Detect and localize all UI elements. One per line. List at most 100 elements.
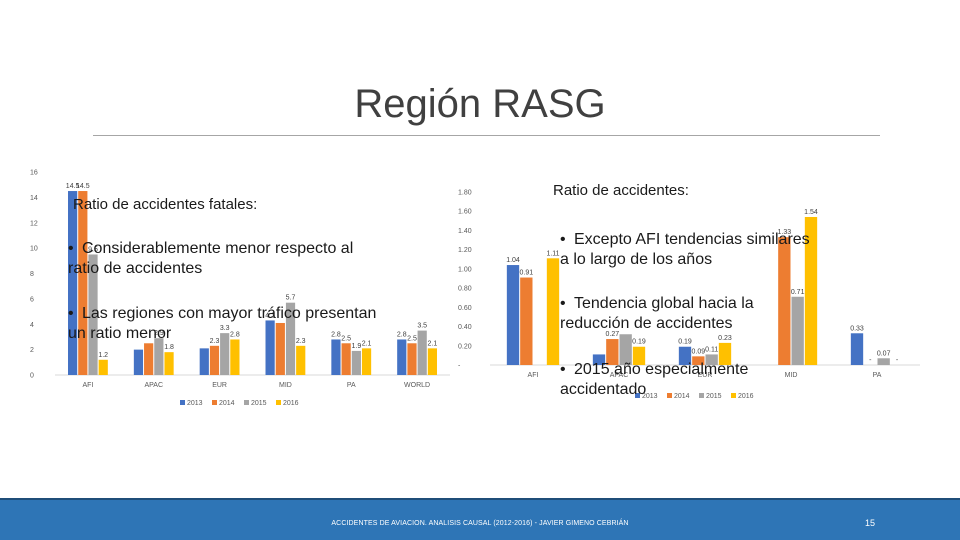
bar-afi-2014: [78, 191, 88, 375]
right-bullet-2: • Tendencia global hacia la reducción de …: [560, 294, 770, 334]
data-label: 3.3: [220, 325, 230, 332]
bar-apac-2016: [632, 346, 646, 365]
legend-label-2016: 2016: [283, 400, 299, 407]
data-label: 14.5: [66, 183, 80, 190]
legend-swatch-2014: [212, 400, 217, 405]
y-tick-label: 0.60: [458, 305, 472, 312]
title-divider: [93, 135, 880, 136]
data-label: 14.5: [76, 183, 90, 190]
y-tick-label: 16: [30, 170, 38, 177]
data-label: -: [896, 357, 899, 364]
x-tick-label: MID: [785, 372, 798, 379]
bar-eur-2015: [220, 333, 230, 375]
y-tick-label: 1.60: [458, 209, 472, 216]
bar-eur-2014: [692, 356, 705, 365]
bar-afi-2013: [68, 191, 78, 375]
data-label: 3.5: [417, 323, 427, 330]
bar-mid-2013: [265, 320, 275, 375]
bar-afi-2016: [546, 258, 560, 365]
x-tick-label: EUR: [698, 372, 713, 379]
bar-apac-2016: [164, 352, 174, 375]
data-label: 1.2: [98, 352, 108, 359]
legend-label-2016: 2016: [738, 393, 754, 400]
bar-afi-2013: [506, 265, 520, 365]
footer-divider: [0, 498, 960, 500]
data-label: 4.3: [265, 312, 275, 319]
bar-eur-2016: [230, 339, 240, 375]
footer-text: ACCIDENTES DE AVIACION. ANALISIS CAUSAL …: [331, 520, 629, 527]
bar-world-2013: [397, 339, 407, 375]
data-label: -: [869, 357, 872, 364]
right-bullet-1-text: Excepto AFI tendencias similares a lo la…: [560, 231, 810, 268]
y-tick-label: 10: [30, 246, 38, 253]
data-label: 0.33: [850, 325, 864, 332]
bar-world-2016: [427, 348, 437, 375]
y-tick-label: -: [458, 363, 461, 370]
y-tick-label: 0: [30, 373, 34, 380]
data-label: 2.8: [230, 331, 240, 338]
x-tick-label: APAC: [610, 372, 629, 379]
bullet-dot: •: [68, 240, 74, 257]
data-label: 2.3: [210, 338, 220, 345]
data-label: 1.11: [546, 250, 559, 257]
x-tick-label: PA: [873, 372, 882, 379]
left-bullet-2-text: Las regiones con mayor tráfico presentan…: [68, 305, 377, 342]
data-label: 0.09: [692, 348, 706, 355]
bar-mid-2016: [296, 345, 306, 375]
bar-apac-2014: [606, 339, 619, 365]
bar-apac-2013: [592, 354, 606, 365]
bar-pa-2015: [351, 350, 361, 375]
footer-bar: [0, 498, 960, 540]
y-tick-label: 6: [30, 296, 34, 303]
x-tick-label: EUR: [212, 382, 227, 389]
bullet-dot: •: [560, 361, 566, 378]
fatal-accident-ratio-chart: 0 2 4 6 8 10 12 14 16 14.514.5 9.5 1.2 AFI 2.91.8 APAC…: [30, 170, 450, 407]
data-label: 2.8: [331, 331, 341, 338]
data-label: 1.8: [164, 344, 174, 351]
y-tick-label: 1.80: [458, 190, 472, 197]
legend-label-2013: 2013: [642, 393, 658, 400]
y-tick-label: 1.20: [458, 247, 472, 254]
data-label: 2.9: [154, 330, 164, 337]
legend-label-2013: 2013: [187, 400, 203, 407]
x-tick-label: APAC: [144, 382, 163, 389]
bullet-dot: •: [560, 295, 566, 312]
bar-eur-2013: [199, 348, 209, 375]
bar-pa-2014: [341, 343, 351, 375]
y-tick-label: 8: [30, 271, 34, 278]
right-panel-heading: Ratio de accidentes:: [553, 182, 689, 199]
accident-ratio-chart: - 0.20 0.40 0.60 0.80 1.00 1.20 1.40 1.60 1.80 1.0…: [458, 190, 920, 400]
y-tick-label: 14: [30, 195, 38, 202]
legend-label-2015: 2015: [251, 400, 267, 407]
right-bullet-1: • Excepto AFI tendencias similares a lo l…: [560, 230, 815, 270]
bar-eur-2014: [209, 345, 220, 375]
bar-mid-2015: [285, 302, 296, 375]
x-tick-label: AFI: [528, 372, 539, 379]
left-bullet-1-text: Considerablemente menor respecto al rati…: [68, 240, 354, 277]
right-bullet-3: • 2015 año especialmente accidentado: [560, 360, 765, 400]
legend-swatch-2015: [244, 400, 249, 405]
legend-swatch-2014: [667, 393, 672, 398]
data-label: 2.5: [341, 335, 351, 342]
data-label: 0.07: [877, 350, 891, 357]
bar-afi-2015: [88, 254, 98, 375]
bar-eur-2015: [705, 354, 718, 365]
legend-swatch-2015: [699, 393, 704, 398]
legend-swatch-2016: [731, 393, 736, 398]
legend-label-2015: 2015: [706, 393, 722, 400]
x-tick-label: WORLD: [404, 382, 430, 389]
data-label: 0.19: [632, 339, 646, 346]
left-panel-heading: Ratio de accidentes fatales:: [73, 196, 258, 213]
y-tick-label: 0.20: [458, 343, 472, 350]
bar-eur-2016: [718, 342, 732, 365]
bar-afi-2014: [520, 277, 533, 365]
bar-mid-2014: [778, 237, 791, 365]
data-label: 0.19: [678, 339, 692, 346]
bar-afi-2016: [98, 359, 108, 375]
data-label: 0.71: [791, 289, 805, 296]
x-tick-label: MID: [279, 382, 292, 389]
data-label: 5.7: [286, 295, 296, 302]
data-label: 1.54: [804, 209, 818, 216]
bar-pa-2013: [850, 333, 864, 365]
data-label: 2.5: [407, 335, 417, 342]
